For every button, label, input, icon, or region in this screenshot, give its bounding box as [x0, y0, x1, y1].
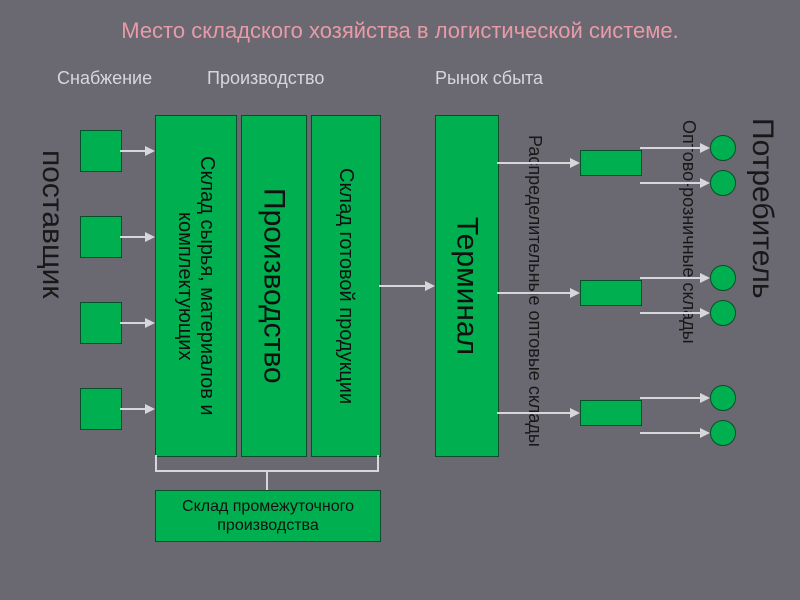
- col-raw-storage: Склад сырья, материалов и комплектующих: [155, 115, 237, 457]
- arrow-head-icon: [425, 281, 435, 291]
- bracket-line: [377, 455, 379, 472]
- arrow: [120, 322, 145, 324]
- arrow-head-icon: [570, 158, 580, 168]
- arrow-head-icon: [145, 146, 155, 156]
- supplier-node: [80, 130, 122, 172]
- arrow: [640, 397, 700, 399]
- arrow: [120, 408, 145, 410]
- consumer-node: [710, 385, 736, 411]
- arrow-head-icon: [145, 404, 155, 414]
- consumer-node: [710, 265, 736, 291]
- arrow: [120, 150, 145, 152]
- supplier-node: [80, 216, 122, 258]
- arrow-head-icon: [700, 143, 710, 153]
- arrow-head-icon: [145, 318, 155, 328]
- consumer-node: [710, 170, 736, 196]
- box-intermediate-storage-text: Склад промежуточного производства: [156, 497, 380, 535]
- arrow-head-icon: [700, 393, 710, 403]
- bracket-line: [266, 470, 268, 490]
- col-terminal-text: Терминал: [451, 217, 484, 355]
- col-raw-storage-text: Склад сырья, материалов и комплектующих: [174, 116, 218, 456]
- label-consumer: Потребитель: [745, 118, 779, 299]
- arrow: [497, 412, 570, 414]
- arrow-head-icon: [700, 308, 710, 318]
- arrow-head-icon: [570, 408, 580, 418]
- arrow-head-icon: [570, 288, 580, 298]
- arrow-head-icon: [700, 428, 710, 438]
- box-intermediate-storage: Склад промежуточного производства: [155, 490, 381, 542]
- col-terminal: Терминал: [435, 115, 499, 457]
- arrow: [120, 236, 145, 238]
- arrow: [640, 147, 700, 149]
- col-finished-storage: Склад готовой продукции: [311, 115, 381, 457]
- bracket-line: [155, 455, 157, 472]
- arrow: [640, 277, 700, 279]
- col-production: Производство: [241, 115, 307, 457]
- col-finished-storage-text: Склад готовой продукции: [335, 168, 357, 404]
- arrow: [640, 182, 700, 184]
- arrow: [497, 162, 570, 164]
- arrow-head-icon: [145, 232, 155, 242]
- dist-node: [580, 150, 642, 176]
- col-production-text: Производство: [258, 188, 291, 384]
- consumer-node: [710, 420, 736, 446]
- dist-node: [580, 280, 642, 306]
- page-title: Место складского хозяйства в логистическ…: [0, 18, 800, 44]
- arrow: [497, 292, 570, 294]
- label-supplier: поставщик: [35, 150, 69, 299]
- supplier-node: [80, 302, 122, 344]
- supplier-node: [80, 388, 122, 430]
- arrow-head-icon: [700, 178, 710, 188]
- label-wholesale-retail: Оптово-розничные склады: [678, 120, 699, 344]
- label-market: Рынок сбыта: [435, 68, 543, 89]
- arrow: [640, 312, 700, 314]
- arrow: [640, 432, 700, 434]
- dist-node: [580, 400, 642, 426]
- arrow-head-icon: [700, 273, 710, 283]
- consumer-node: [710, 135, 736, 161]
- diagram-stage: Место складского хозяйства в логистическ…: [0, 0, 800, 600]
- label-supply: Снабжение: [57, 68, 152, 89]
- label-dist-warehouses: Распределительные оптовые склады: [524, 135, 544, 447]
- label-production: Производство: [207, 68, 324, 89]
- arrow: [379, 285, 425, 287]
- consumer-node: [710, 300, 736, 326]
